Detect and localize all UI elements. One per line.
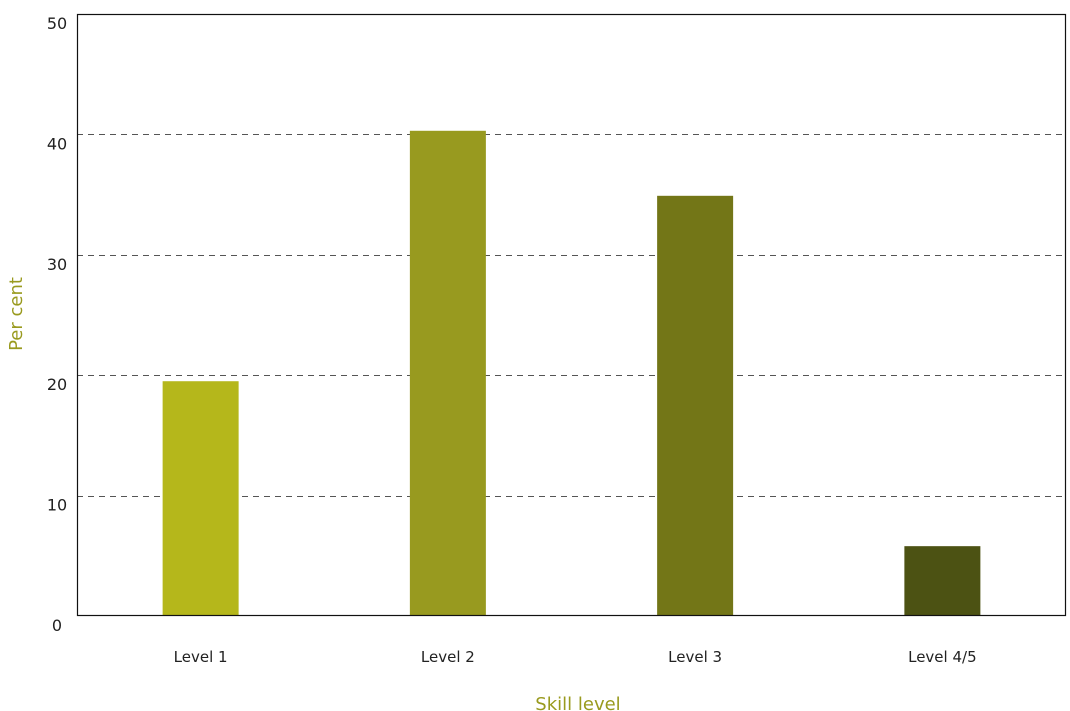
x-tick-label: Level 2 <box>421 648 475 666</box>
y-tick-label: 10 <box>47 496 67 515</box>
y-tick-label: 40 <box>47 134 67 153</box>
bar <box>162 381 239 616</box>
y-tick-label: 20 <box>47 375 67 394</box>
x-tick-label: Level 1 <box>174 648 228 666</box>
bar <box>657 195 734 616</box>
x-tick-label: Level 3 <box>668 648 722 666</box>
y-tick-label: 0 <box>52 616 62 635</box>
x-axis-title: Skill level <box>535 694 620 711</box>
bars <box>162 130 981 616</box>
x-tick-label: Level 4/5 <box>908 648 977 666</box>
bar <box>904 546 981 616</box>
axes <box>76 13 1067 617</box>
x-tick-labels: Level 1 Level 2 Level 3 Level 4/5 <box>174 648 977 666</box>
y-tick-label: 50 <box>47 14 67 33</box>
bar <box>409 130 486 616</box>
y-axis-title: Per cent <box>6 277 27 351</box>
y-tick-labels: 0 10 20 30 40 50 <box>47 14 67 635</box>
plot-frame <box>76 13 1067 617</box>
y-tick-label: 30 <box>47 255 67 274</box>
